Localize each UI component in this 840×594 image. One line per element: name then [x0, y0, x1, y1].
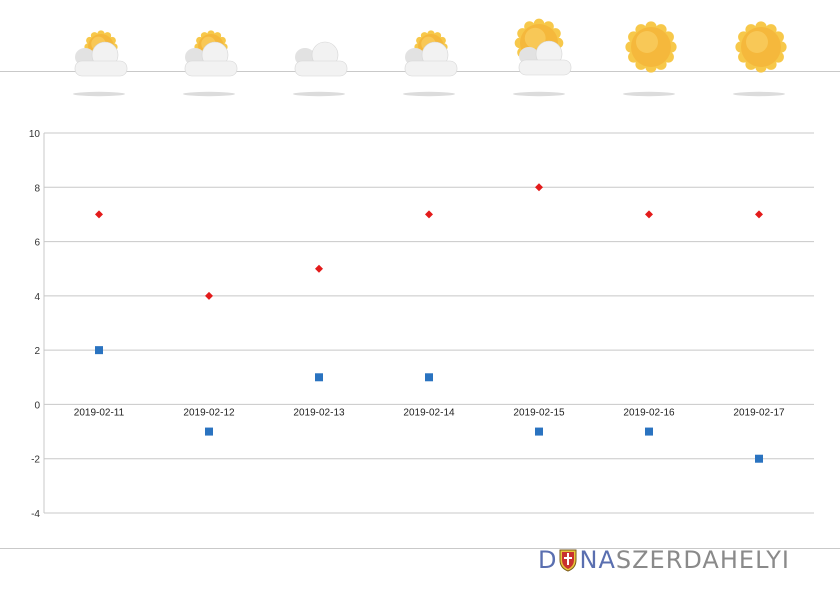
x-tick-label: 2019-02-13	[293, 407, 345, 418]
sunny-icon	[733, 21, 787, 97]
logo-text-end: SZERDAHELYI	[615, 546, 790, 574]
x-tick-label: 2019-02-11	[74, 407, 125, 418]
partly-cloudy-icon	[73, 30, 128, 97]
icon-shadow	[733, 91, 785, 97]
cloudy-icon	[293, 41, 348, 97]
sunny-icon	[623, 21, 677, 97]
data-point-square	[645, 427, 653, 436]
y-tick-label: 4	[34, 292, 40, 303]
data-point-square	[425, 373, 433, 382]
icon-shadow	[183, 91, 235, 97]
y-tick-label: -2	[31, 455, 40, 466]
data-point-square	[95, 346, 103, 355]
y-tick-label: 2	[34, 346, 40, 357]
cloud-shape	[294, 41, 348, 77]
data-point-diamond	[645, 210, 653, 219]
data-point-diamond	[95, 210, 103, 219]
data-point-diamond	[535, 183, 543, 192]
data-point-diamond	[425, 210, 433, 219]
icon-shadow	[73, 91, 125, 97]
y-tick-label: -4	[31, 509, 40, 520]
icon-shadow	[403, 91, 455, 97]
data-point-square	[315, 373, 323, 382]
logo-text-middle: NA	[579, 546, 616, 574]
x-tick-label: 2019-02-16	[623, 407, 675, 418]
data-point-square	[755, 454, 763, 463]
x-tick-label: 2019-02-17	[733, 407, 785, 418]
partly-cloudy-icon	[403, 30, 458, 97]
cloud-shape	[74, 41, 128, 77]
series-1	[95, 346, 763, 463]
y-tick-label: 0	[34, 400, 40, 411]
y-tick-label: 10	[29, 129, 41, 140]
icon-shadow	[623, 91, 675, 97]
temperature-chart: 10 8 6 4 2 0 -2 -4 2019-02-11 2019-02-12 2019-02-1…	[29, 129, 814, 520]
icon-shadow	[293, 91, 345, 97]
footer-divider	[0, 548, 840, 549]
cloud-shape	[518, 40, 572, 76]
data-point-square	[205, 427, 213, 436]
site-logo: D NA SZERDAHELYI	[538, 543, 790, 577]
x-tick-label: 2019-02-12	[183, 407, 235, 418]
y-tick-label: 6	[34, 238, 40, 249]
forecast-icons-row	[73, 18, 787, 97]
cloud-shape	[184, 41, 238, 77]
data-point-square	[535, 427, 543, 436]
data-point-diamond	[755, 210, 763, 219]
logo-text-start: D	[538, 546, 558, 574]
x-tick-label: 2019-02-15	[513, 407, 565, 418]
data-point-diamond	[205, 291, 213, 300]
y-tick-label: 8	[34, 183, 40, 194]
crest-icon	[559, 549, 577, 572]
mostly-sunny-icon	[513, 18, 572, 97]
x-tick-label: 2019-02-14	[403, 407, 455, 418]
partly-cloudy-icon	[183, 30, 238, 97]
cloud-shape	[404, 41, 458, 77]
series-0	[95, 183, 763, 300]
icon-shadow	[513, 91, 565, 97]
data-point-diamond	[315, 264, 323, 273]
